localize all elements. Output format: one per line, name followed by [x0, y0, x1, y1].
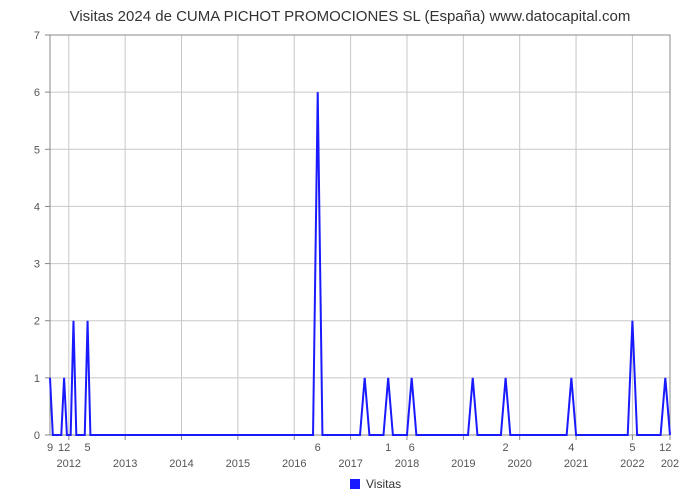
y-tick-label: 7: [34, 30, 40, 42]
chart-svg: 0123456720122013201420152016201720182019…: [0, 25, 700, 490]
x-secondary-label: 9: [47, 442, 53, 454]
legend-swatch: [350, 479, 360, 489]
x-tick-label: 2021: [564, 458, 588, 470]
x-tick-label: 2019: [451, 458, 475, 470]
y-tick-label: 6: [34, 87, 40, 99]
x-secondary-label: 1: [385, 442, 391, 454]
x-secondary-label: 6: [409, 442, 415, 454]
legend-label: Visitas: [366, 477, 401, 490]
x-secondary-label: 5: [85, 442, 91, 454]
y-tick-label: 1: [34, 373, 40, 385]
x-tick-label: 2013: [113, 458, 137, 470]
y-tick-label: 5: [34, 144, 40, 156]
x-tick-label: 2015: [226, 458, 250, 470]
x-tick-label: 2020: [507, 458, 531, 470]
chart-container: Visitas 2024 de CUMA PICHOT PROMOCIONES …: [0, 0, 700, 500]
x-tick-label: 2014: [169, 458, 193, 470]
x-secondary-label: 2: [503, 442, 509, 454]
y-tick-label: 4: [34, 201, 40, 213]
x-tick-label: 2016: [282, 458, 306, 470]
x-tick-label: 202: [661, 458, 679, 470]
plot-border: [50, 35, 670, 435]
x-secondary-label: 5: [629, 442, 635, 454]
x-secondary-label: 12: [659, 442, 671, 454]
x-secondary-label: 12: [58, 442, 70, 454]
x-secondary-label: 4: [568, 442, 574, 454]
y-tick-label: 3: [34, 259, 40, 271]
chart-title: Visitas 2024 de CUMA PICHOT PROMOCIONES …: [0, 0, 700, 25]
x-tick-label: 2018: [395, 458, 419, 470]
x-tick-label: 2022: [620, 458, 644, 470]
x-tick-label: 2017: [338, 458, 362, 470]
y-tick-label: 2: [34, 316, 40, 328]
y-tick-label: 0: [34, 430, 40, 442]
x-tick-label: 2012: [57, 458, 81, 470]
x-secondary-label: 6: [315, 442, 321, 454]
